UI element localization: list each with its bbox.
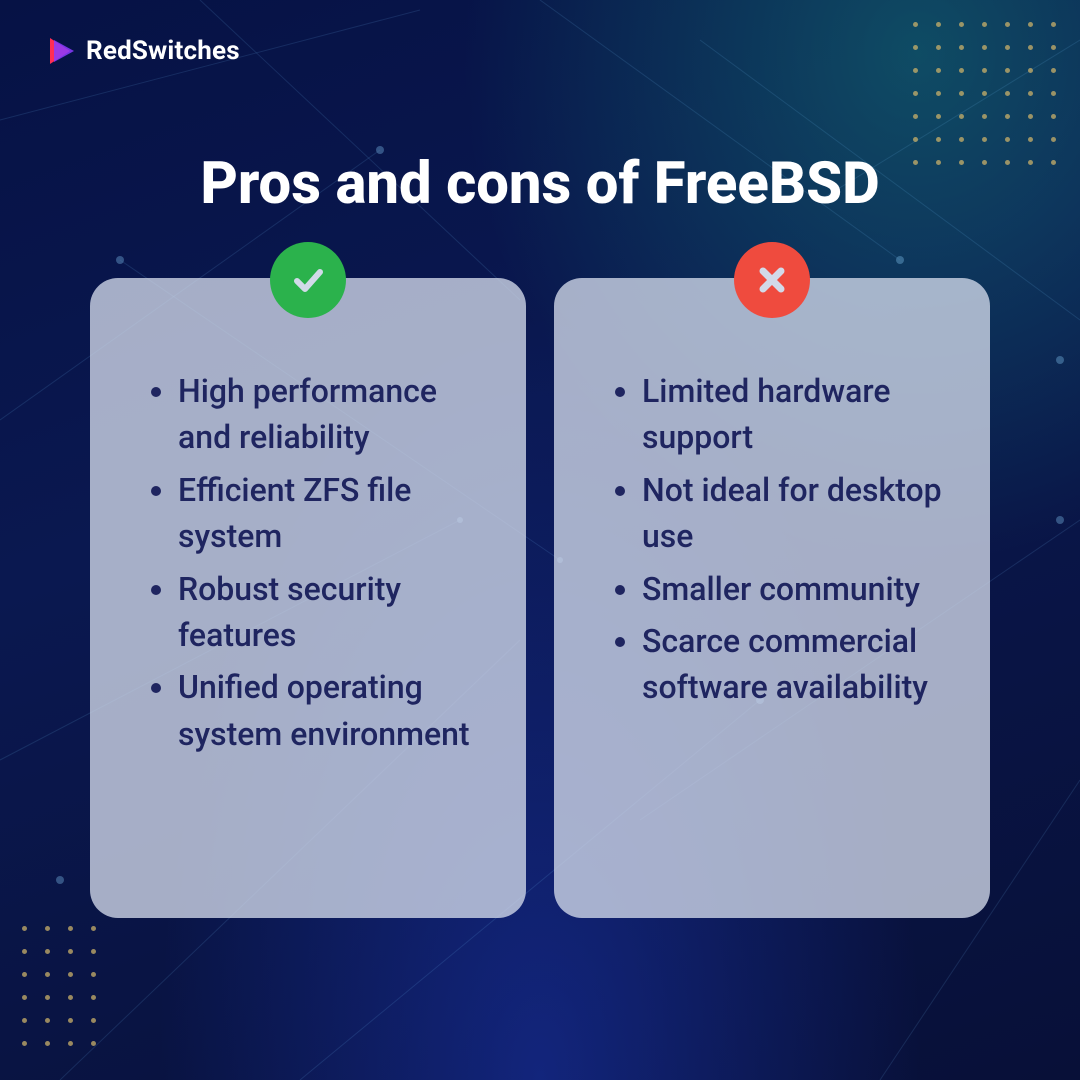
- cons-list: Limited hardware support Not ideal for d…: [608, 368, 950, 711]
- check-icon: [288, 260, 328, 300]
- list-item: Robust security features: [178, 566, 486, 659]
- pros-card: High performance and reliability Efficie…: [90, 278, 526, 918]
- cons-badge: [734, 242, 810, 318]
- page-title: Pros and cons of FreeBSD: [0, 150, 1080, 218]
- cross-icon: [753, 261, 791, 299]
- list-item: Smaller community: [642, 566, 950, 612]
- brand-name: RedSwitches: [86, 36, 240, 66]
- cons-card: Limited hardware support Not ideal for d…: [554, 278, 990, 918]
- play-icon: [48, 36, 76, 66]
- dot-grid-top-right: [913, 22, 1056, 165]
- brand-logo: RedSwitches: [48, 36, 240, 66]
- list-item: Not ideal for desktop use: [642, 467, 950, 560]
- list-item: Scarce commercial software availability: [642, 618, 950, 711]
- list-item: High performance and reliability: [178, 368, 486, 461]
- dot-grid-bottom-left: [22, 926, 96, 1046]
- pros-list: High performance and reliability Efficie…: [144, 368, 486, 757]
- list-item: Unified operating system environment: [178, 664, 486, 757]
- pros-badge: [270, 242, 346, 318]
- list-item: Limited hardware support: [642, 368, 950, 461]
- pros-cons-row: High performance and reliability Efficie…: [90, 278, 990, 918]
- list-item: Efficient ZFS file system: [178, 467, 486, 560]
